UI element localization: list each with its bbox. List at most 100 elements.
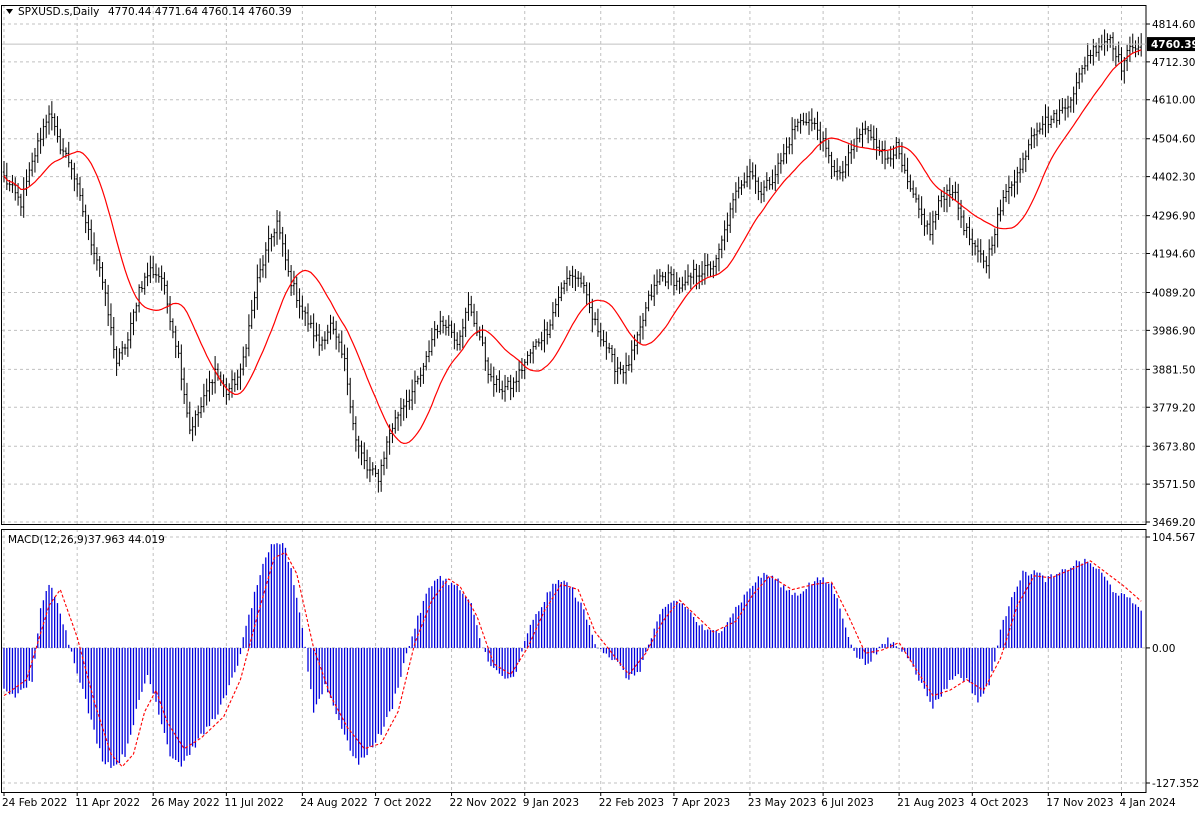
price-bar bbox=[895, 136, 898, 160]
price-bar bbox=[180, 344, 183, 391]
ohlc-label: 4770.44 4771.64 4760.14 4760.39 bbox=[108, 6, 292, 18]
price-bar bbox=[731, 192, 735, 219]
time-tick-label: 24 Feb 2022 bbox=[2, 797, 67, 809]
price-bar bbox=[137, 284, 141, 313]
price-tick-label: 4814.60 bbox=[1152, 19, 1195, 31]
price-bar bbox=[875, 127, 878, 160]
price-bar bbox=[1030, 127, 1033, 150]
price-bar bbox=[844, 155, 847, 179]
price-bar bbox=[557, 286, 560, 318]
price-bar bbox=[976, 238, 980, 263]
price-bar bbox=[906, 157, 909, 190]
price-bar bbox=[177, 340, 180, 359]
price-bar bbox=[182, 367, 186, 405]
price-bar bbox=[897, 138, 901, 160]
time-tick-label: 22 Nov 2022 bbox=[450, 797, 517, 809]
price-bar bbox=[1117, 41, 1120, 63]
price-bar bbox=[425, 351, 428, 371]
price-bar bbox=[151, 255, 155, 279]
price-bar bbox=[1134, 40, 1137, 58]
price-bar bbox=[807, 111, 811, 135]
price-bar bbox=[869, 124, 873, 141]
price-bar bbox=[647, 290, 650, 312]
macd-grid bbox=[2, 529, 1146, 792]
price-tick-label: 4194.60 bbox=[1152, 248, 1195, 260]
price-bar bbox=[371, 462, 374, 476]
price-bar bbox=[512, 377, 515, 398]
price-bar bbox=[1041, 115, 1044, 135]
price-bar bbox=[236, 369, 239, 391]
price-bar bbox=[1010, 181, 1013, 197]
price-bar bbox=[402, 398, 405, 421]
price-bar bbox=[87, 214, 90, 241]
time-tick-label: 4 Jan 2024 bbox=[1119, 797, 1176, 809]
time-tick-label: 11 Jul 2022 bbox=[224, 797, 283, 809]
price-bar bbox=[50, 101, 54, 131]
price-bar bbox=[30, 152, 34, 177]
price-bar bbox=[1078, 68, 1081, 90]
price-bar bbox=[250, 299, 253, 329]
price-bar bbox=[1049, 115, 1053, 129]
price-bar bbox=[73, 162, 76, 192]
price-bar bbox=[135, 302, 138, 322]
price-bar bbox=[208, 370, 211, 402]
price-bar bbox=[427, 340, 431, 363]
price-bar bbox=[515, 370, 518, 393]
price-bar bbox=[526, 351, 529, 366]
price-bar bbox=[501, 380, 504, 400]
price-bar bbox=[360, 440, 363, 466]
price-bar bbox=[326, 324, 329, 345]
price-bar bbox=[478, 326, 481, 341]
price-tick-label: 3779.20 bbox=[1152, 402, 1195, 414]
price-bar bbox=[591, 298, 594, 333]
price-bar bbox=[422, 362, 425, 384]
price-bar bbox=[444, 319, 448, 336]
panel-frames bbox=[1, 5, 1147, 793]
price-bar bbox=[923, 208, 926, 236]
collapse-triangle-icon[interactable] bbox=[6, 9, 13, 14]
price-bar bbox=[253, 291, 256, 319]
price-bar bbox=[582, 275, 586, 294]
price-bar bbox=[1120, 47, 1123, 81]
price-bar bbox=[945, 184, 949, 213]
price-bar bbox=[965, 223, 968, 239]
price-bar bbox=[284, 234, 287, 271]
price-bar bbox=[745, 165, 749, 188]
price-tick-label: 3986.90 bbox=[1152, 325, 1195, 337]
price-bar bbox=[636, 331, 639, 355]
price-bar bbox=[864, 120, 867, 135]
price-bar bbox=[1089, 49, 1092, 64]
price-bar bbox=[534, 339, 538, 350]
price-bar bbox=[1123, 56, 1126, 84]
macd-axis[interactable]: 104.567 0.00 -127.352 bbox=[1146, 532, 1199, 790]
price-bar bbox=[202, 383, 206, 413]
price-bar bbox=[546, 321, 549, 345]
price-bar bbox=[537, 338, 541, 347]
price-bar bbox=[841, 160, 845, 182]
price-bar bbox=[551, 302, 555, 330]
price-bar bbox=[416, 375, 419, 385]
price-bar bbox=[866, 125, 870, 144]
price-axis[interactable]: 4814.60 4712.30 4610.00 4504.60 4402.30 4296.… bbox=[1146, 19, 1195, 529]
price-bar bbox=[489, 363, 493, 382]
price-bar bbox=[436, 324, 439, 339]
price-bar bbox=[1086, 43, 1089, 71]
price-tick-label: 4296.90 bbox=[1152, 211, 1195, 223]
price-bar bbox=[819, 121, 822, 151]
price-bar bbox=[683, 270, 687, 291]
time-axis[interactable]: 24 Feb 2022 11 Apr 2022 26 May 2022 11 Jul … bbox=[2, 792, 1176, 809]
price-bar bbox=[788, 137, 791, 155]
price-bar bbox=[109, 303, 113, 336]
price-panel-frame bbox=[1, 5, 1147, 525]
price-bar bbox=[123, 343, 127, 355]
price-bar bbox=[748, 158, 752, 190]
price-bar bbox=[577, 271, 580, 287]
price-bar bbox=[140, 281, 144, 293]
price-bar bbox=[743, 172, 746, 189]
price-bar bbox=[934, 210, 937, 230]
current-price-marker: 4760.39 bbox=[2, 37, 1199, 52]
price-bar bbox=[1094, 42, 1098, 57]
price-bar bbox=[287, 249, 290, 277]
